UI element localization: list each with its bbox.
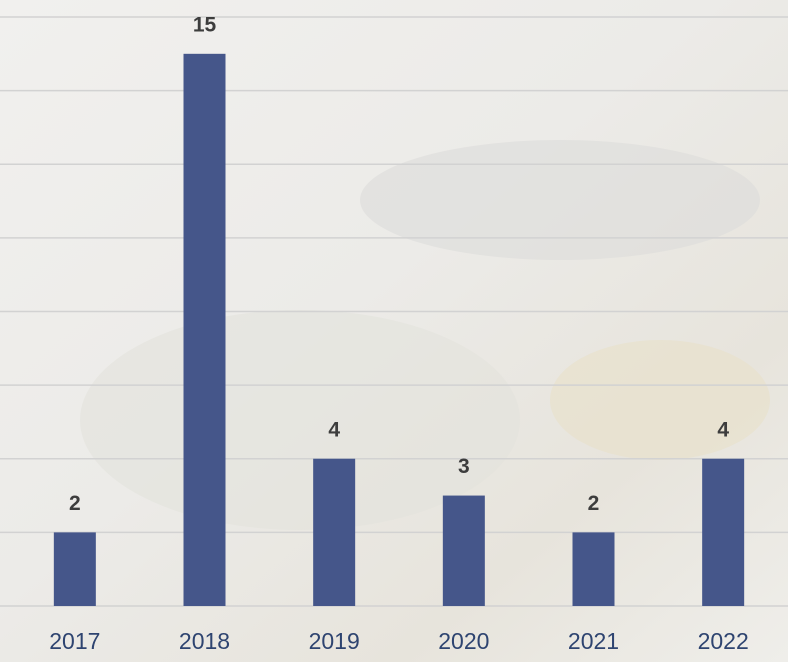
bar	[183, 53, 226, 606]
x-tick-label: 2022	[698, 628, 749, 654]
data-label: 4	[717, 418, 729, 441]
bar	[702, 458, 745, 606]
bar	[572, 532, 615, 606]
bar	[313, 458, 356, 606]
data-label: 4	[328, 418, 340, 441]
data-label: 2	[588, 492, 600, 515]
background-shape	[550, 340, 770, 460]
data-label: 3	[458, 455, 470, 478]
background-shape	[360, 140, 760, 260]
data-label: 15	[193, 13, 217, 36]
x-tick-label: 2018	[179, 628, 230, 654]
x-tick-label: 2021	[568, 628, 619, 654]
data-label: 2	[69, 492, 81, 515]
bar	[442, 495, 485, 606]
bar	[53, 532, 96, 606]
x-tick-label: 2017	[49, 628, 100, 654]
x-tick-label: 2019	[309, 628, 360, 654]
x-tick-label: 2020	[438, 628, 489, 654]
